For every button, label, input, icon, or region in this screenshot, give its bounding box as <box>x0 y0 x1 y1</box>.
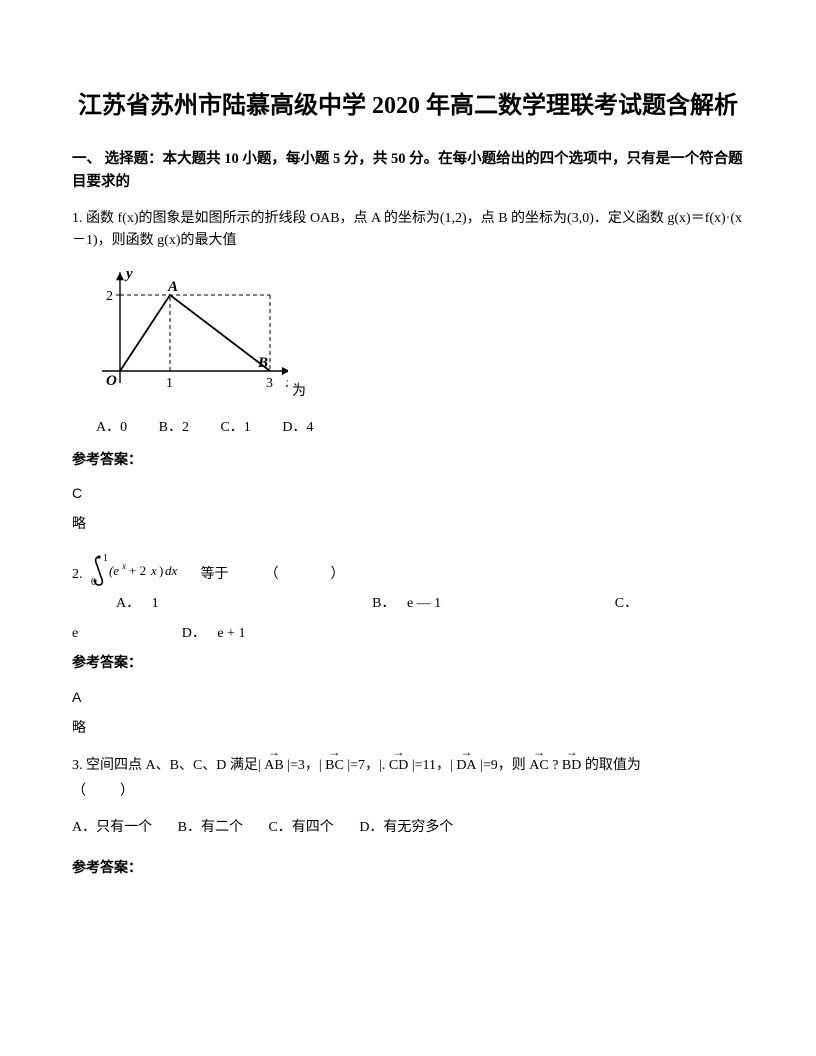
q1-answer: C <box>72 482 744 504</box>
question-2: 2. 10(ex+ 2x)dx 等于 （ ） A． 1 B． e — 1 C． … <box>72 551 744 741</box>
q2-option-c-label: C． <box>615 593 638 615</box>
q3-prefix: 3. 空间四点 A、B、C、D 满足| <box>72 758 261 773</box>
q3-text: 3. 空间四点 A、B、C、D 满足| →AB |=3，| →BC |=7，|.… <box>72 755 744 777</box>
q1-figure: y x O 2 1 3 A B <box>78 259 288 399</box>
q3-option-b: B．有二个 <box>178 820 243 835</box>
svg-text:2: 2 <box>106 289 113 304</box>
arrow-icon: → <box>562 749 581 755</box>
q2-option-d-label: D． <box>182 623 206 645</box>
q3-option-a: A．只有一个 <box>72 820 152 835</box>
q3-tail: 的取值为 <box>585 758 641 773</box>
arrow-icon: → <box>325 749 344 755</box>
q1-option-b: B．2 <box>159 420 189 435</box>
q3-mid1: |=3，| <box>287 758 322 773</box>
q2-option-a-label: A． <box>116 593 140 615</box>
q2-number: 2. <box>72 564 83 586</box>
svg-text:0: 0 <box>91 577 96 587</box>
svg-text:x: x <box>121 561 126 571</box>
q3-option-d: D．有无穷多个 <box>359 820 453 835</box>
q3-mid4: |=9，则 <box>480 758 526 773</box>
arrow-icon: → <box>264 749 283 755</box>
svg-text:A: A <box>167 279 178 295</box>
arrow-icon: → <box>529 749 548 755</box>
question-3: 3. 空间四点 A、B、C、D 满足| →AB |=3，| →BC |=7，|.… <box>72 755 744 881</box>
arrow-icon: → <box>456 749 476 755</box>
question-1: 1. 函数 f(x)的图象是如图所示的折线段 OAB，点 A 的坐标为(1,2)… <box>72 208 744 537</box>
q3-options: A．只有一个 B．有二个 C．有四个 D．有无穷多个 <box>72 817 744 839</box>
vector-ac: →AC <box>529 755 548 777</box>
q1-option-c: C．1 <box>220 420 250 435</box>
q1-option-d: D．4 <box>282 420 313 435</box>
integral-icon: 10(ex+ 2x)dx <box>85 551 195 587</box>
q1-text-suffix: 为 <box>292 381 306 403</box>
q3-paren: （ ） <box>72 781 744 803</box>
svg-text:1: 1 <box>103 553 108 564</box>
q3-mid2: |=7，|. <box>347 758 385 773</box>
q1-option-a: A．0 <box>96 420 127 435</box>
vector-bc-text: BC <box>325 758 344 773</box>
q2-option-a-value: 1 <box>152 593 159 615</box>
page-title: 江苏省苏州市陆慕高级中学 2020 年高二数学理联考试题含解析 <box>72 90 744 124</box>
svg-text:+ 2: + 2 <box>129 563 146 578</box>
svg-text:): ) <box>159 563 163 578</box>
q2-option-b-value: e — 1 <box>407 593 441 615</box>
vector-ab: →AB <box>264 755 283 777</box>
q3-mid3: |=11，| <box>412 758 453 773</box>
q2-options-row2: e D． e + 1 <box>72 623 744 645</box>
svg-text:(e: (e <box>109 563 119 578</box>
q1-options: A．0 B．2 C．1 D．4 <box>72 417 744 439</box>
vector-cd-text: CD <box>389 758 408 773</box>
q2-equals-text: 等于 <box>201 564 229 586</box>
vector-bd: →BD <box>562 755 581 777</box>
section-1-header: 一、 选择题：本大题共 10 小题，每小题 5 分，共 50 分。在每小题给出的… <box>72 148 744 194</box>
svg-text:O: O <box>106 373 117 389</box>
q2-option-d-value: e + 1 <box>217 623 245 645</box>
q2-options: A． 1 B． e — 1 C． <box>72 593 744 615</box>
q2-paren-left: （ <box>265 564 279 586</box>
q2-answer: A <box>72 686 744 708</box>
q2-option-b-label: B． <box>372 593 395 615</box>
q1-reference-label: 参考答案： <box>72 450 744 472</box>
svg-text:dx: dx <box>165 563 178 578</box>
svg-text:1: 1 <box>166 376 173 391</box>
q3-qmark: ? <box>552 758 558 773</box>
q2-paren-right: ） <box>331 564 345 586</box>
vector-da-text: DA <box>456 758 476 773</box>
vector-da: →DA <box>456 755 476 777</box>
svg-text:B: B <box>257 355 268 371</box>
svg-text:y: y <box>124 266 133 282</box>
q3-option-c: C．有四个 <box>268 820 333 835</box>
svg-text:x: x <box>285 375 288 391</box>
q2-option-c-value: e <box>72 623 78 645</box>
q1-explanation: 略 <box>72 514 744 536</box>
vector-bc: →BC <box>325 755 344 777</box>
vector-ac-text: AC <box>529 758 548 773</box>
svg-text:3: 3 <box>266 376 273 391</box>
q2-paren-space <box>279 564 331 586</box>
q2-reference-label: 参考答案： <box>72 653 744 675</box>
q3-reference-label: 参考答案： <box>72 858 744 880</box>
q2-explanation: 略 <box>72 718 744 740</box>
svg-text:x: x <box>150 563 157 578</box>
vector-cd: →CD <box>389 755 408 777</box>
q1-text: 1. 函数 f(x)的图象是如图所示的折线段 OAB，点 A 的坐标为(1,2)… <box>72 208 744 253</box>
vector-bd-text: BD <box>562 758 581 773</box>
vector-ab-text: AB <box>264 758 283 773</box>
arrow-icon: → <box>389 749 408 755</box>
